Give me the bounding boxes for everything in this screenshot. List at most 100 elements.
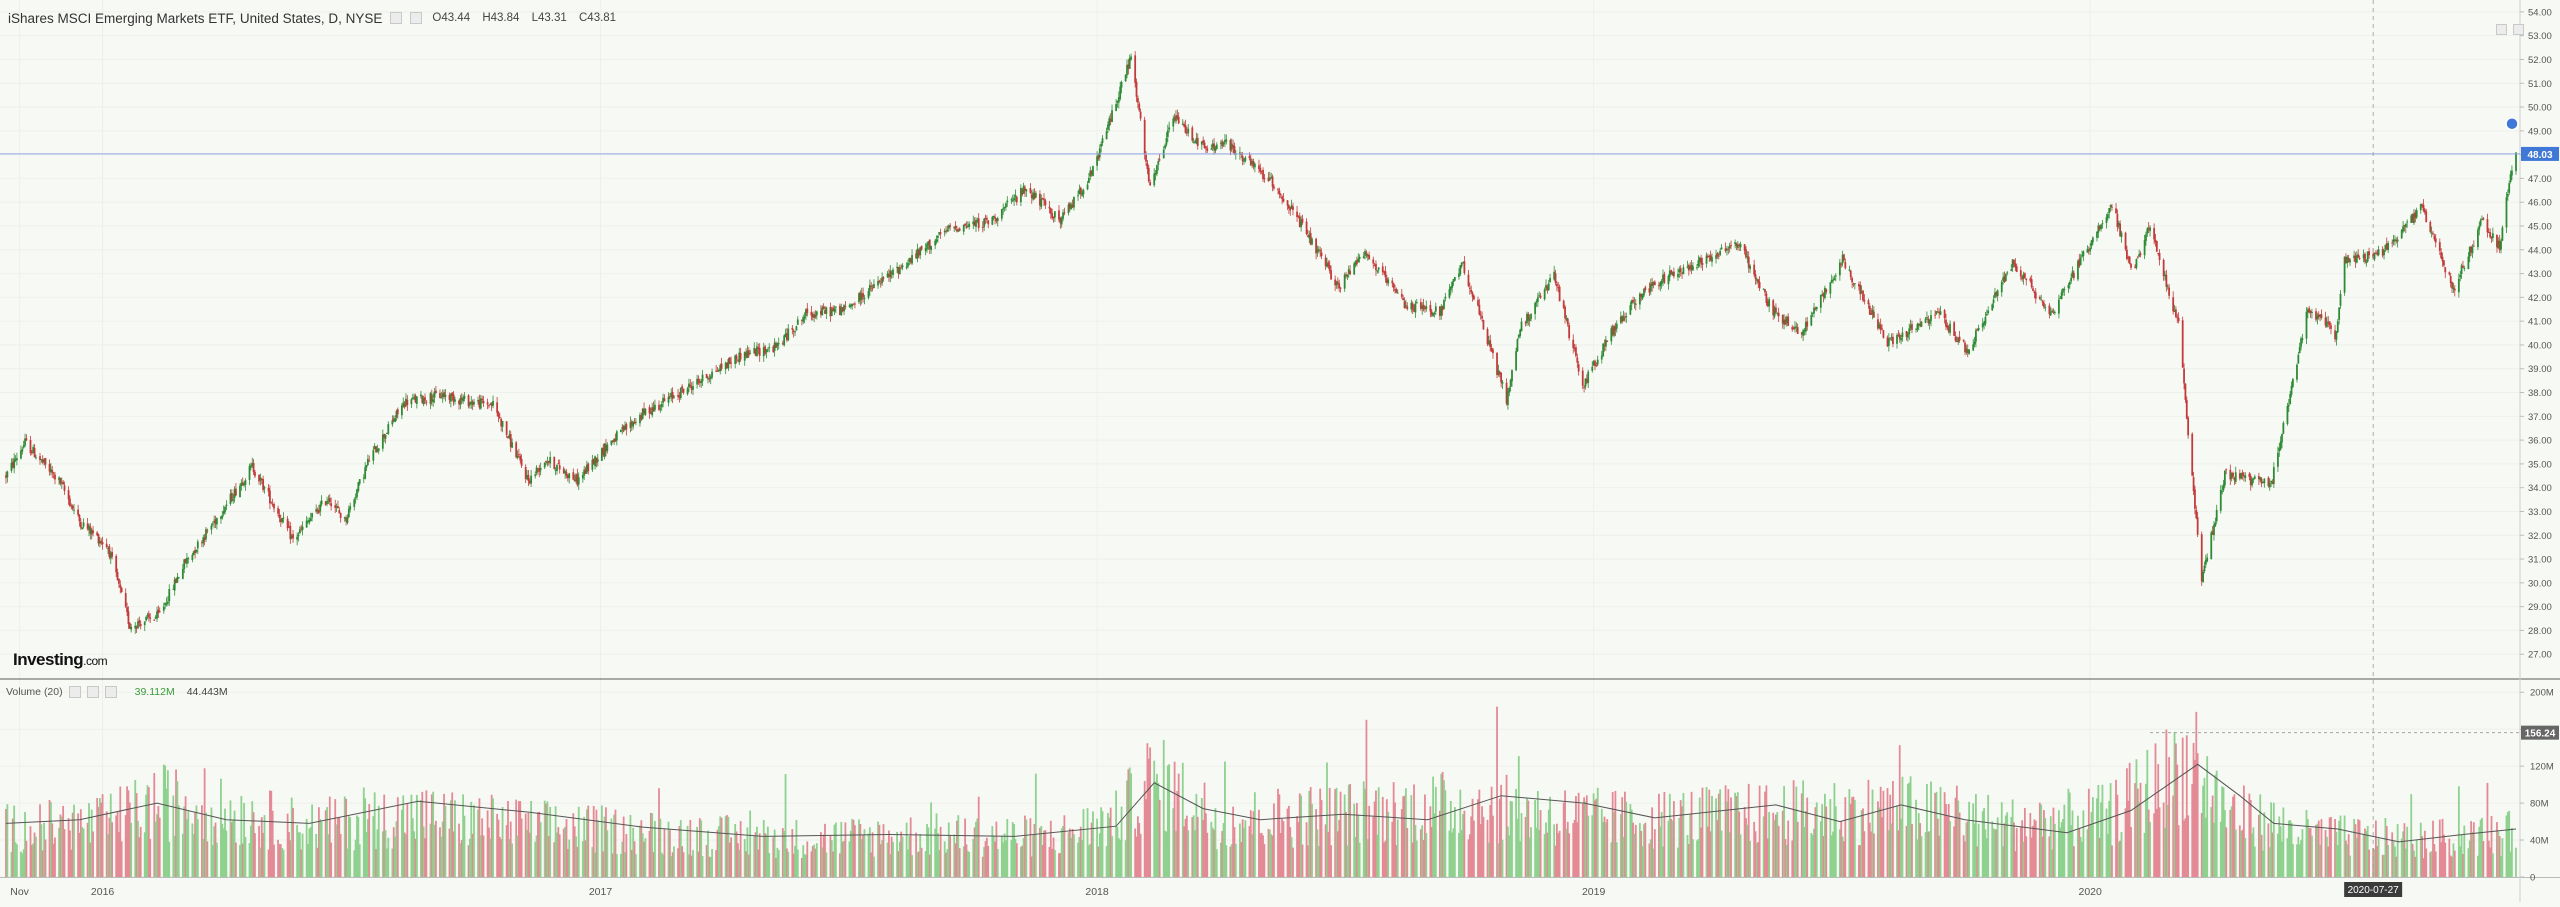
volume-bar	[478, 798, 481, 877]
candle-down	[1286, 200, 1289, 206]
volume-bar	[814, 848, 817, 877]
candle-down	[1183, 124, 1186, 127]
candle-down	[728, 357, 731, 364]
candle-down	[2308, 308, 2311, 313]
candle-up	[1720, 247, 1723, 250]
volume-bar	[1977, 823, 1980, 877]
volume-bar	[524, 813, 527, 877]
volume-ma-value: 44.443M	[186, 686, 228, 698]
volume-bar	[696, 826, 699, 877]
candle-up	[1194, 141, 1196, 143]
volume-bar	[1453, 807, 1456, 877]
candle-down	[537, 468, 539, 470]
volume-bar	[424, 838, 426, 877]
eye-toggle-icon[interactable]	[390, 12, 403, 24]
volume-bar	[1946, 816, 1949, 877]
volume-bar	[459, 843, 462, 877]
volume-bar	[1172, 808, 1175, 877]
candle-down	[545, 460, 547, 463]
candle-up	[1813, 307, 1815, 314]
candle-up	[766, 349, 769, 351]
candle-up	[1421, 305, 1424, 309]
candle-down	[337, 505, 339, 509]
candle-down	[1496, 352, 1498, 375]
volume-bar	[1262, 835, 1264, 877]
volume-bar	[1596, 787, 1599, 877]
candle-up	[1565, 318, 1568, 320]
volume-bar	[277, 839, 279, 877]
candle-up	[873, 284, 875, 288]
volume-bar	[2233, 794, 2236, 877]
volume-bar	[1444, 790, 1447, 877]
volume-close-icon[interactable]	[104, 686, 117, 698]
candle-down	[1063, 212, 1066, 214]
candle-down	[1271, 176, 1274, 187]
volume-bar	[1724, 785, 1727, 877]
volume-bar	[2366, 825, 2369, 877]
volume-bar	[1915, 799, 1917, 877]
volume-bar	[1200, 798, 1203, 877]
volume-bar	[753, 835, 756, 877]
volume-bar	[2486, 782, 2489, 877]
volume-bar	[1058, 853, 1060, 877]
candle-down	[1375, 263, 1377, 271]
volume-eye-icon[interactable]	[68, 686, 81, 698]
volume-bar	[2230, 806, 2233, 877]
volume-bar	[833, 824, 836, 877]
volume-bar	[1040, 826, 1043, 877]
candle-down	[2128, 256, 2131, 264]
maximize-pane-icon[interactable]	[2496, 24, 2507, 35]
candle-up	[2477, 229, 2479, 248]
volume-bar	[2339, 815, 2342, 877]
volume-settings-icon[interactable]	[86, 686, 99, 698]
candle-up	[724, 362, 727, 370]
candle-up	[2219, 489, 2222, 511]
candle-up	[889, 270, 892, 278]
candle-down	[625, 423, 628, 430]
volume-bar	[460, 840, 463, 877]
candle-down	[126, 607, 128, 613]
volume-bar	[1301, 844, 1304, 877]
candle-up	[848, 305, 851, 307]
volume-bar	[2087, 788, 2090, 877]
volume-bar	[35, 836, 37, 877]
volume-bar	[1127, 769, 1130, 877]
volume-bar	[765, 834, 768, 877]
candle-down	[1492, 349, 1494, 354]
settings-icon[interactable]	[410, 12, 423, 24]
candle-down	[1334, 279, 1337, 286]
candle-up	[1157, 161, 1160, 165]
volume-bar	[613, 814, 616, 877]
volume-bar	[202, 838, 205, 877]
volume-bar	[1296, 816, 1298, 877]
volume-bar	[425, 790, 428, 877]
candle-down	[1840, 263, 1843, 265]
volume-bar	[634, 854, 637, 877]
volume-bar	[286, 813, 289, 877]
volume-bar	[583, 816, 586, 877]
candle-up	[2135, 259, 2138, 268]
volume-bar	[2281, 841, 2283, 877]
candle-down	[1757, 279, 1760, 283]
volume-tick-label: 80M	[2530, 799, 2549, 810]
candle-down	[2425, 211, 2428, 223]
volume-bar	[1039, 827, 1041, 877]
volume-bar	[2025, 836, 2028, 877]
volume-bar	[319, 819, 322, 877]
volume-bar	[1575, 796, 1577, 877]
candle-up	[1972, 344, 1975, 351]
volume-bar	[2279, 826, 2282, 877]
close-pane-icon[interactable]	[2513, 24, 2524, 35]
volume-bar	[2173, 732, 2176, 877]
candle-down	[1468, 287, 1471, 289]
volume-bar	[1429, 806, 1432, 877]
volume-bar	[2335, 831, 2338, 877]
candle-up	[568, 473, 571, 479]
candle-up	[1444, 296, 1447, 299]
candle-down	[2158, 252, 2161, 261]
volume-bar	[1468, 834, 1471, 877]
candle-up	[2070, 277, 2073, 282]
volume-bar	[1249, 810, 1252, 877]
candle-up	[215, 518, 218, 525]
